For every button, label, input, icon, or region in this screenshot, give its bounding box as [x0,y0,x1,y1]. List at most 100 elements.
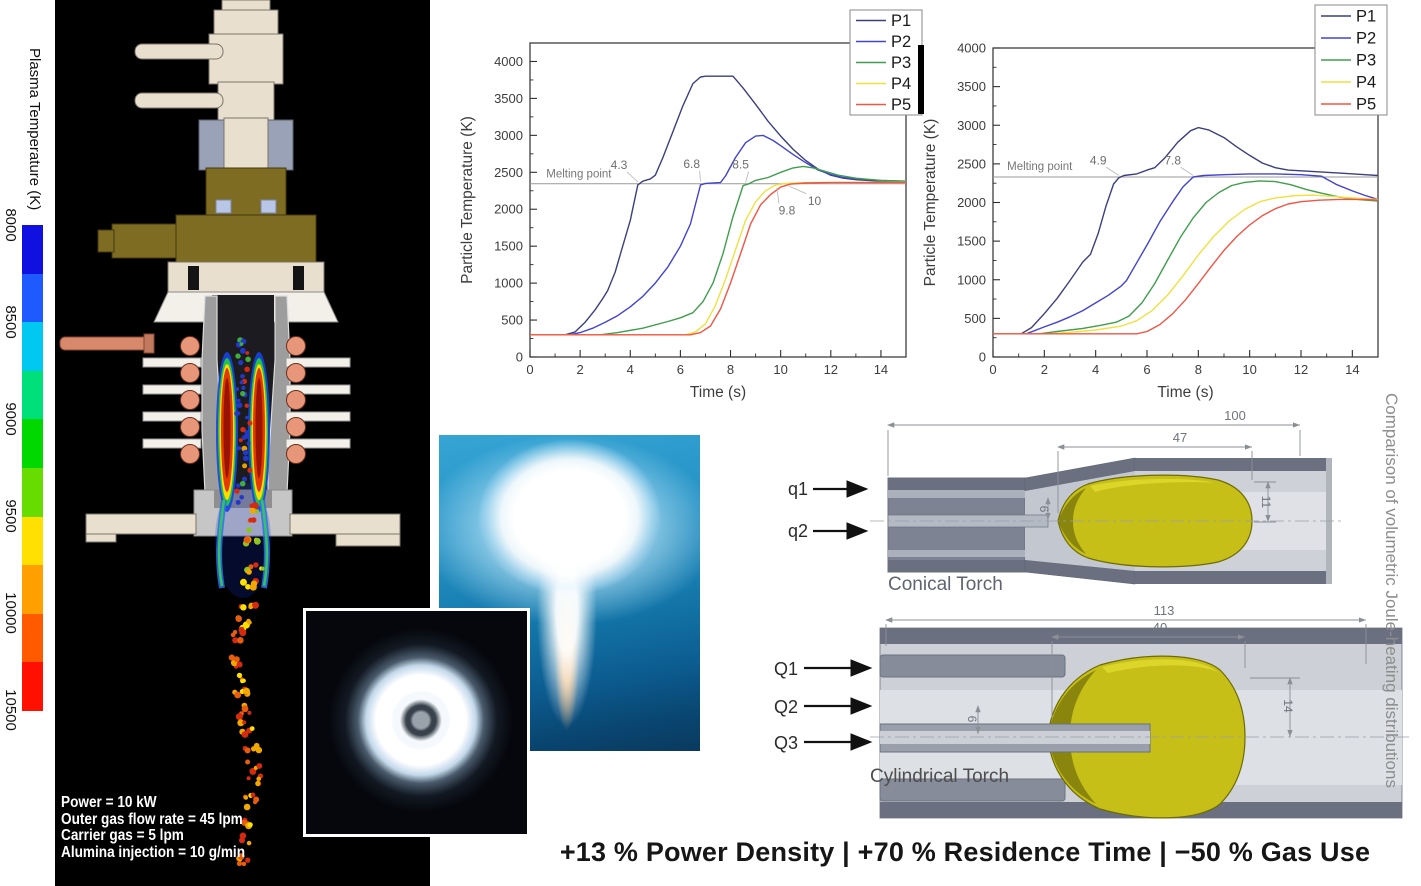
svg-text:3000: 3000 [494,128,523,143]
gas-inlet-pipe-lower [134,92,224,109]
gas-inlet-pipe-upper [134,43,224,60]
dim-cylindrical-exit-diameter: 14 [1281,699,1295,713]
svg-text:P4: P4 [1356,74,1376,92]
svg-text:1500: 1500 [957,234,986,249]
svg-text:14: 14 [874,362,888,377]
svg-text:6.8: 6.8 [683,157,700,171]
colorbar-tick: 8000 [2,208,19,242]
colorbar-tick: 9000 [2,402,19,436]
inlet-label-Q2: Q2 [774,697,798,717]
svg-text:3000: 3000 [957,118,986,133]
colorbar-segment [22,613,43,663]
svg-text:4.3: 4.3 [611,158,628,172]
param-line: Alumina injection = 10 g/min [61,843,246,861]
dim-conical-inlet-diameter: 6 [1037,506,1051,513]
param-line: Outer gas flow rate = 45 lpm [61,810,243,828]
torch-cad-cross-section [55,0,430,886]
svg-text:0: 0 [989,362,996,377]
svg-text:P3: P3 [891,54,911,72]
colorbar-tick: 10500 [2,689,19,731]
dim-conical-exit-diameter: 11 [1259,496,1273,509]
svg-text:Time (s): Time (s) [1157,384,1213,401]
svg-text:P4: P4 [891,75,911,93]
svg-text:10: 10 [1242,362,1256,377]
colorbar-gradient [22,225,43,711]
copper-inlet-pipe [59,336,151,351]
dim-conical-plasma-length: 47 [1173,430,1187,445]
colorbar-segment [22,370,43,420]
svg-text:P1: P1 [891,12,911,30]
svg-text:0: 0 [979,350,986,365]
results-headline: +13 % Power Density | +70 % Residence Ti… [559,837,1371,867]
dim-cylindrical-plasma-length: 40 [1153,620,1167,635]
inlet-label-q2: q2 [788,521,808,541]
svg-text:7.8: 7.8 [1164,153,1181,167]
svg-text:4000: 4000 [957,41,986,56]
svg-text:3500: 3500 [957,79,986,94]
conical-torch-drawing: 100 47 11 6 q1 q2 Conical Torch [788,410,1345,595]
colorbar-segment [22,225,43,274]
svg-text:2000: 2000 [494,202,523,217]
svg-text:1000: 1000 [494,276,523,291]
colorbar-title: Plasma Temperature (K) [26,48,43,211]
chart-edge-artifact [918,45,924,114]
conical-torch-label: Conical Torch [888,574,1003,595]
colorbar-segment [22,322,43,371]
svg-text:500: 500 [501,313,523,328]
svg-text:4: 4 [1092,362,1099,377]
svg-text:Time (s): Time (s) [690,384,746,401]
svg-text:Melting point: Melting point [546,168,612,180]
colorbar-segment [22,273,43,323]
svg-text:Melting point: Melting point [1007,161,1073,173]
dim-cylindrical-inlet-diameter: 6 [965,716,979,723]
svg-text:2000: 2000 [957,195,986,210]
colorbar-tick: 8500 [2,305,19,339]
svg-text:P5: P5 [891,96,911,114]
svg-text:10: 10 [808,194,822,208]
svg-text:Particle Temperature (K): Particle Temperature (K) [459,116,476,284]
inlet-label-Q3: Q3 [774,733,798,753]
svg-text:500: 500 [964,311,986,326]
svg-text:4.9: 4.9 [1090,153,1107,167]
svg-text:P1: P1 [1356,8,1376,26]
colorbar-segment [22,467,43,517]
simulation-parameters: Power = 10 kW Outer gas flow rate = 45 lp… [61,794,246,861]
particle-temperature-chart-cylindrical: 0 500 1000 1500 2000 2500 3000 3500 4000 0 2 4 6 8 10 1… [922,4,1388,401]
svg-text:8.5: 8.5 [732,158,749,172]
dim-cylindrical-length: 113 [1154,603,1175,618]
colorbar-tick: 10000 [2,592,19,634]
svg-text:P3: P3 [1356,52,1376,70]
colorbar-segment [22,419,43,468]
svg-text:2500: 2500 [957,156,986,171]
svg-text:3500: 3500 [494,91,523,106]
cylindrical-torch-drawing: 113 40 14 6 Q1 Q2 Q3 Cylindrical Torch [774,603,1410,819]
svg-text:1500: 1500 [494,239,523,254]
inlet-label-Q1: Q1 [774,659,798,679]
svg-text:2: 2 [1041,362,1048,377]
svg-text:6: 6 [1143,362,1150,377]
svg-text:2: 2 [577,362,584,377]
colorbar-segment [22,662,43,711]
cooling-coils [142,336,351,464]
svg-text:0: 0 [516,350,523,365]
svg-text:8: 8 [1195,362,1202,377]
svg-text:9.8: 9.8 [779,203,796,217]
svg-text:1000: 1000 [957,272,986,287]
svg-text:P2: P2 [1356,30,1376,48]
svg-text:8: 8 [727,362,734,377]
mounting-plate [85,513,401,547]
svg-text:Particle Temperature (K): Particle Temperature (K) [922,119,939,287]
torch-upper-body [134,0,284,123]
svg-text:6: 6 [677,362,684,377]
colorbar-segment [22,565,43,614]
particle-temperature-chart-conical: 0 500 1000 1500 2000 2500 3000 3500 4000 0 2 4 6 8 10 1… [459,9,923,401]
plasma-ring-photo [303,608,530,837]
colorbar-segment [22,516,43,566]
svg-text:4000: 4000 [494,54,523,69]
inlet-label-q1: q1 [788,479,808,499]
dim-conical-length: 100 [1224,410,1246,423]
torch-geometry-diagrams: 100 47 11 6 q1 q2 Conical Torch [774,410,1410,819]
svg-text:2500: 2500 [494,165,523,180]
svg-text:10: 10 [773,362,787,377]
